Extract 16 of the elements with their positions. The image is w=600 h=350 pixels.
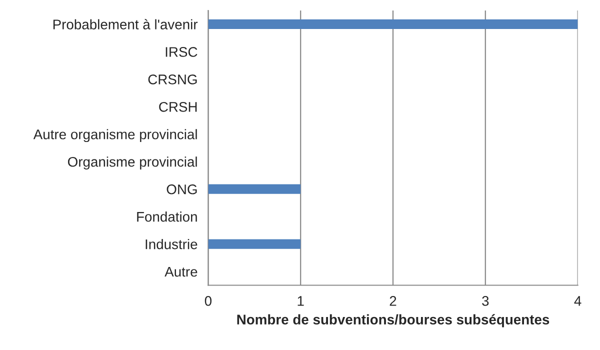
y-tick-label: ONG	[166, 184, 197, 194]
x-axis-title: Nombre de subventions/bourses subséquentes	[237, 314, 550, 328]
y-tick-label: CRSH	[159, 102, 197, 112]
y-tick-label: Organisme provincial	[68, 156, 197, 170]
y-tick-label: IRSC	[166, 47, 198, 57]
x-tick-label: 4	[574, 296, 582, 306]
y-tick-label: Fondation	[137, 212, 197, 222]
x-tick-label: 2	[390, 296, 396, 306]
y-tick-label: Industrie	[146, 239, 198, 250]
y-tick-label: Autre	[164, 266, 198, 277]
x-tick-label: 0	[204, 296, 212, 306]
y-tick-label: Probablement à l'avenir	[53, 19, 198, 30]
x-tick-label: 3	[482, 296, 489, 306]
x-tick-label: 1	[298, 296, 304, 306]
y-tick-label: Autre organisme provincial	[33, 129, 197, 142]
y-tick-label: CRSNG	[148, 74, 197, 84]
